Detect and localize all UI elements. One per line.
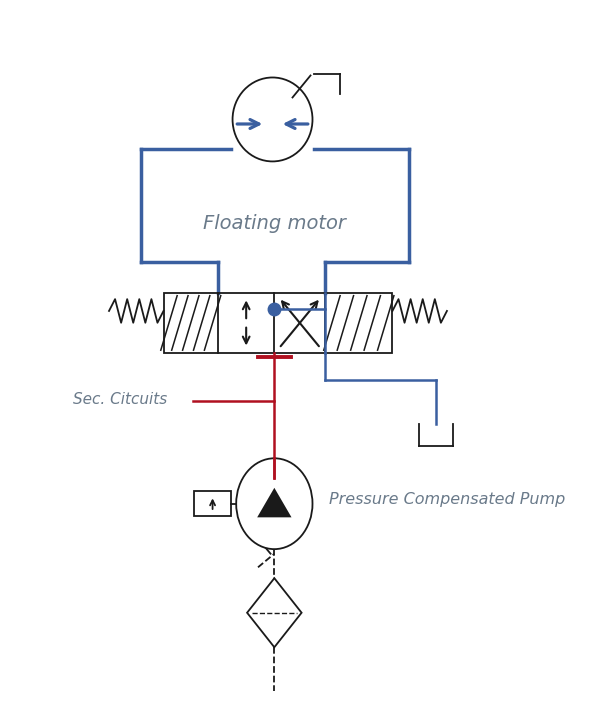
Polygon shape [257, 488, 291, 518]
Bar [194, 491, 231, 516]
Text: Sec. Citcuits: Sec. Citcuits [73, 392, 167, 407]
Bar [163, 293, 392, 353]
Text: Pressure Compensated Pump: Pressure Compensated Pump [329, 492, 565, 507]
Ellipse shape [236, 458, 312, 549]
Text: Floating motor: Floating motor [203, 214, 346, 233]
Polygon shape [247, 578, 302, 647]
